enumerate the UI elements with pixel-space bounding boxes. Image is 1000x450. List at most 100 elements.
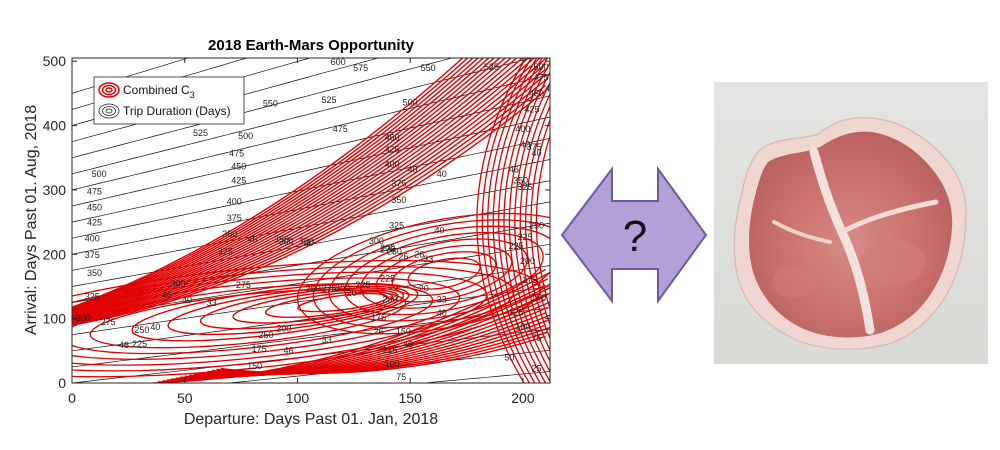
contour-label: 425 xyxy=(231,176,246,186)
duration-line-600 xyxy=(72,58,190,94)
y-tick-label: 400 xyxy=(43,118,67,134)
contour-label: 26 xyxy=(374,327,384,337)
x-tick-label: 0 xyxy=(68,390,76,406)
c3-typeI-loop-0 xyxy=(407,257,481,290)
contour-label: 40 xyxy=(150,322,160,332)
contour-label: 375 xyxy=(227,213,242,223)
contour-label: 325 xyxy=(218,246,233,256)
contour-label: 40 xyxy=(434,226,444,236)
c3-right-contour-9 xyxy=(487,58,538,383)
contour-label: 425 xyxy=(524,105,539,115)
contour-label: 26 xyxy=(398,251,408,261)
contour-label: 50 xyxy=(504,353,514,363)
plot-frame xyxy=(71,57,551,384)
contour-label: 40 xyxy=(403,340,413,350)
contour-label: 450 xyxy=(231,161,246,171)
contour-label: 250 xyxy=(529,221,544,231)
contour-label: 400 xyxy=(227,197,242,207)
c3-upper-contour-15 xyxy=(72,58,496,313)
contour-label: 300 xyxy=(369,236,384,246)
c3-typeII-outer-2 xyxy=(72,277,461,360)
x-tick-label: 100 xyxy=(286,390,310,406)
contour-label: 20 xyxy=(347,288,357,298)
duration-line-25 xyxy=(72,435,550,450)
c3-upper-contour-10 xyxy=(72,58,524,318)
c3-upper-contour-3 xyxy=(72,74,546,324)
contour-label: 350 xyxy=(222,229,237,239)
duration-line-425 xyxy=(72,95,550,207)
c3-upper-contour-14 xyxy=(72,58,501,314)
contour-label: 250 xyxy=(387,246,402,256)
contour-label: 300 xyxy=(335,283,350,293)
c3-upper-contour-21 xyxy=(72,58,464,308)
c3-upper-contour-1 xyxy=(72,84,546,325)
contour-label: 475 xyxy=(333,124,348,134)
c3-upper-contour-5 xyxy=(72,63,546,322)
contour-label: 550 xyxy=(421,63,436,73)
y-tick-label: 200 xyxy=(43,246,67,262)
contour-label: 300 xyxy=(76,313,91,323)
c3-upper-contour-9 xyxy=(72,58,530,319)
chart-panel: 600 575 550 525 500 550 525 500 525 500 475 475 450 4… xyxy=(23,37,551,450)
contour-label: 33 xyxy=(423,254,433,264)
contour-label: 100 xyxy=(515,322,530,332)
c3-basin-typeII-3 xyxy=(232,289,399,324)
contour-label: 40 xyxy=(520,140,530,150)
c3-basin-typeII-0 xyxy=(131,282,419,342)
contour-label: 200 xyxy=(382,295,397,305)
c3-right-contour-5 xyxy=(508,71,550,373)
c3-upper-contour-20 xyxy=(72,58,469,309)
c3-upper-contour-18 xyxy=(72,58,480,311)
contour-label: 475 xyxy=(87,186,102,196)
contour-label: 375 xyxy=(85,250,100,260)
contour-label: 225 xyxy=(380,273,395,283)
double-arrow: ? xyxy=(560,165,710,305)
contour-label: 46 xyxy=(119,340,129,350)
contour-label: 33 xyxy=(437,295,447,305)
y-tick-label: 0 xyxy=(58,375,66,391)
y-tick-label: 300 xyxy=(43,182,67,198)
contour-label: 26 xyxy=(414,250,424,260)
contour-label: 500 xyxy=(403,98,418,108)
contour-label: 375 xyxy=(391,179,406,189)
contour-label: 75 xyxy=(396,372,406,382)
c3-right-contour-2 xyxy=(524,104,550,340)
contour-label: 400 xyxy=(515,124,530,134)
duration-line-450 xyxy=(72,74,550,191)
contour-label: 525 xyxy=(484,62,499,72)
contour-label: 225 xyxy=(132,339,147,349)
c3-right-contour-0 xyxy=(535,133,550,311)
contour-label: 46 xyxy=(162,290,172,300)
legend-label-c3: Combined C xyxy=(123,83,190,97)
contour-label: 450 xyxy=(385,132,400,142)
c3-upper-contour-11 xyxy=(72,58,518,317)
x-tick-label: 150 xyxy=(399,390,423,406)
contour-label: 350 xyxy=(513,176,528,186)
contour-label: 200 xyxy=(380,243,395,253)
contour-label: 275 xyxy=(236,280,251,290)
c3-typeII-outer-0 xyxy=(89,288,407,349)
chart-title: 2018 Earth-Mars Opportunity xyxy=(208,37,415,54)
contour-label: 225 xyxy=(509,241,524,251)
contour-label: 325 xyxy=(85,291,100,301)
contour-label: 550 xyxy=(263,98,278,108)
contour-label: 525 xyxy=(193,128,208,138)
legend-label-c3-subscript: 3 xyxy=(190,90,195,100)
contour-label: 150 xyxy=(531,293,546,303)
contour-label: 175 xyxy=(371,313,386,323)
contour-label: 150 xyxy=(396,327,411,337)
contour-label: 150 xyxy=(247,361,262,371)
question-mark: ? xyxy=(623,212,647,261)
contour-label: 400 xyxy=(85,233,100,243)
legend: Combined C3 Trip Duration (Days) xyxy=(93,76,245,125)
contour-label: 250 xyxy=(134,325,149,335)
legend-icon-duration xyxy=(98,103,120,119)
legend-icon-c3 xyxy=(98,82,120,98)
chop-fat-streak xyxy=(839,199,939,235)
contour-label: 600 xyxy=(331,57,346,67)
contour-label: 575 xyxy=(353,63,368,73)
contour-label: 300 xyxy=(170,279,185,289)
duration-line-175 xyxy=(72,307,550,368)
c3-lower-band-15 xyxy=(220,335,546,375)
